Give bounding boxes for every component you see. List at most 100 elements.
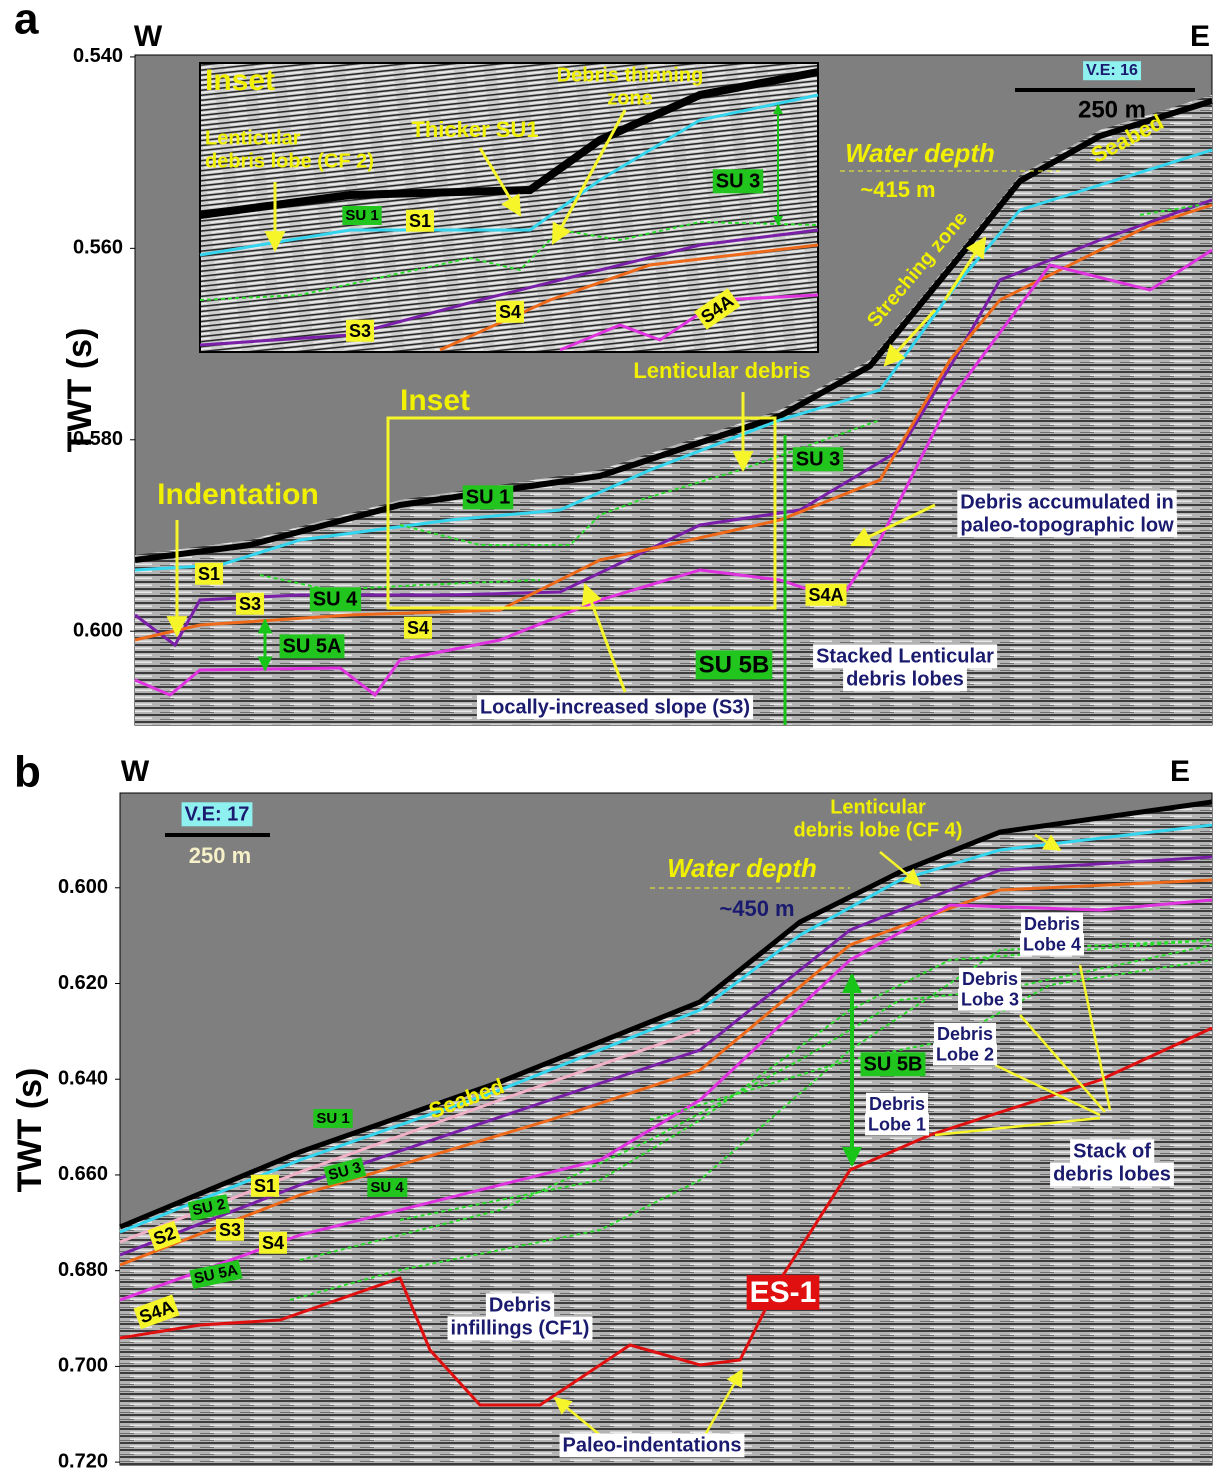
annotation: Inset — [205, 64, 275, 97]
annotation: SU 4 — [310, 587, 361, 611]
annotation-text: debris lobe (CF 2) — [205, 150, 374, 172]
annotation: S4 — [404, 617, 432, 639]
annotation: S4A — [805, 584, 846, 606]
panel-letter: b — [14, 748, 41, 797]
annotation-text: S3 — [219, 1220, 241, 1240]
y-tick-label: 0.540 — [73, 45, 123, 67]
y-tick-label: 0.580 — [73, 428, 123, 450]
annotation-text: S4 — [407, 618, 429, 638]
annotation-text: SU 1 — [345, 207, 378, 224]
east-label: E — [1190, 20, 1210, 53]
figure: aWETWT (s)0.5400.5600.5800.600InsetDebri… — [0, 0, 1217, 1472]
annotation-text: S1 — [409, 211, 431, 231]
annotation: V.E: 17 — [182, 802, 253, 826]
annotation: Inset — [400, 384, 470, 417]
annotation-text: S1 — [198, 564, 220, 584]
annotation: Water depth — [667, 853, 817, 883]
annotation: DebrisLobe 2 — [933, 1023, 997, 1066]
annotation-text: SU 3 — [796, 448, 840, 470]
west-label: W — [134, 20, 163, 53]
annotation: ~450 m — [719, 896, 794, 921]
annotation: SU 5A — [280, 634, 345, 658]
annotation: S4 — [496, 301, 524, 323]
annotation-text: ES-1 — [750, 1276, 817, 1309]
annotation-text: Water depth — [845, 138, 995, 168]
annotation-text: Inset — [205, 64, 275, 97]
annotation: SU 3 — [713, 169, 763, 193]
annotation: ~415 m — [860, 177, 935, 202]
annotation-text: SU 3 — [716, 170, 760, 192]
annotation-text: Lenticular debris — [633, 358, 810, 383]
annotation-text: Lenticular — [205, 127, 301, 149]
annotation-text: Inset — [400, 384, 470, 417]
annotation-text: SU 5A — [283, 635, 342, 657]
annotation-text: Debris — [869, 1094, 925, 1114]
annotation-text: Debris thinning — [557, 64, 704, 86]
annotation: V.E: 16 — [1083, 61, 1141, 80]
annotation: SU 1 — [313, 1109, 352, 1128]
annotation-text: debris lobe (CF 4) — [794, 819, 963, 841]
annotation: Indentation — [157, 478, 319, 511]
annotation-text: S3 — [349, 321, 371, 341]
annotation-text: Lenticular — [830, 796, 926, 818]
annotation: S1 — [251, 1175, 279, 1197]
annotation-text: SU 4 — [313, 588, 358, 610]
annotation-text: SU 5B — [699, 651, 770, 678]
annotation-text: Debris — [489, 1294, 551, 1316]
annotation-text: Debris — [1024, 914, 1080, 934]
annotation: 250 m — [189, 843, 251, 868]
annotation-text: debris lobes — [1053, 1163, 1171, 1185]
annotation: S3 — [346, 320, 374, 342]
annotation-text: Stacked Lenticular — [816, 645, 994, 667]
y-tick-label: 0.600 — [58, 876, 108, 898]
y-tick-label: 0.720 — [58, 1450, 108, 1472]
y-tick-label: 0.620 — [58, 972, 108, 994]
annotation-text: Lobe 1 — [868, 1114, 926, 1134]
annotation-text: SU 4 — [370, 1179, 404, 1196]
annotation-text: S3 — [239, 594, 261, 614]
annotation-text: Indentation — [157, 478, 319, 511]
annotation-text: SU 1 — [316, 1110, 349, 1127]
annotation-text: debris lobes — [846, 668, 964, 690]
annotation: Paleo-indentations — [560, 1433, 745, 1457]
annotation-text: Debris — [937, 1024, 993, 1044]
y-tick-label: 0.640 — [58, 1068, 108, 1090]
annotation-text: Debris accumulated in — [960, 491, 1173, 513]
annotation-text: 250 m — [189, 843, 251, 868]
annotation: SU 4 — [367, 1178, 407, 1197]
annotation-text: Thicker SU1 — [411, 117, 538, 142]
annotation: SU 1 — [342, 206, 381, 225]
annotation-text: zone — [607, 87, 653, 109]
annotation-text: S4A — [808, 585, 843, 605]
annotation: 250 m — [1078, 96, 1146, 123]
annotation-text: V.E: 16 — [1086, 62, 1138, 79]
annotation: SU 3 — [793, 447, 843, 471]
east-label: E — [1170, 755, 1190, 788]
annotation-text: S4 — [262, 1233, 284, 1253]
west-label: W — [121, 755, 150, 788]
annotation: Thicker SU1 — [411, 117, 538, 142]
annotation-text: infillings (CF1) — [451, 1317, 590, 1339]
panel-letter: a — [14, 0, 39, 44]
annotation-text: Lobe 2 — [936, 1044, 994, 1064]
y-tick-label: 0.660 — [58, 1163, 108, 1185]
annotation-text: Paleo-indentations — [563, 1434, 742, 1456]
annotation: S4 — [259, 1232, 287, 1254]
annotation-text: SU 5B — [864, 1053, 923, 1075]
annotation: SU 5B — [861, 1052, 926, 1076]
annotation: S1 — [406, 210, 434, 232]
annotation: Lenticular debris — [633, 358, 810, 383]
annotation-text: S1 — [254, 1176, 276, 1196]
annotation-text: ~415 m — [860, 177, 935, 202]
annotation: SU 1 — [463, 485, 513, 509]
y-axis-label: TWT (s) — [11, 1068, 49, 1193]
y-tick-label: 0.700 — [58, 1355, 108, 1377]
annotation: Locally-increased slope (S3) — [477, 695, 753, 719]
annotation-text: V.E: 17 — [185, 803, 250, 825]
annotation-text: Debris — [962, 969, 1018, 989]
annotation-text: 250 m — [1078, 96, 1146, 123]
